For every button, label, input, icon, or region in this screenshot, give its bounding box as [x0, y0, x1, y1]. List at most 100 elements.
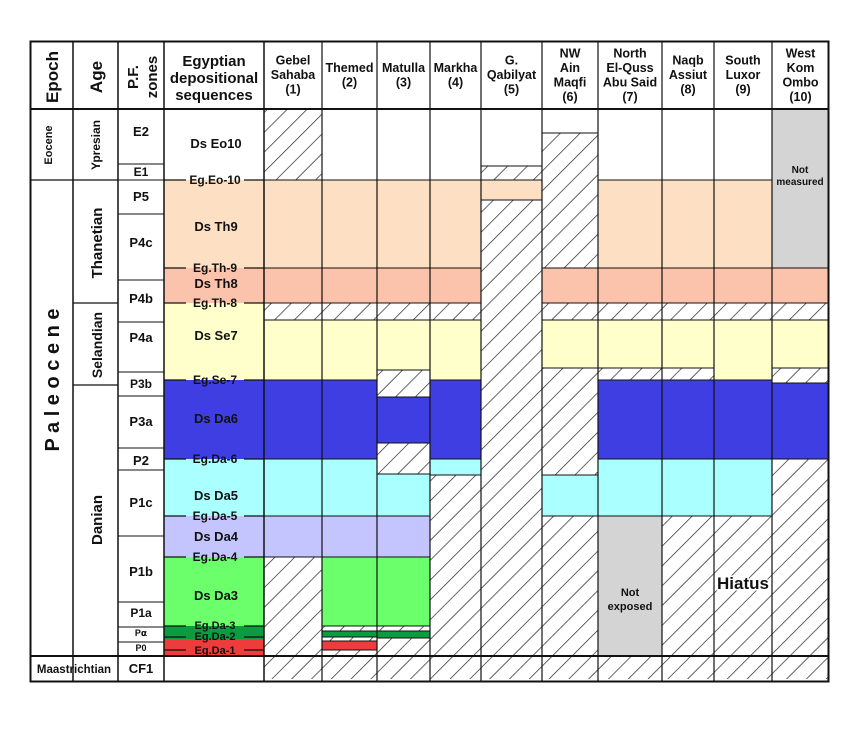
band-luxor-th8 [714, 268, 772, 303]
band-matulla-da3 [377, 557, 430, 626]
layer-fills [164, 109, 829, 679]
hiatus-matulla-da3-top [377, 626, 430, 631]
hiatus-qabilyat-lower [481, 200, 542, 679]
zone-label-p3b: P3b [130, 377, 152, 391]
boundary-label-eg-da-6: Eg.Da-6 [193, 452, 238, 466]
section-5-header-line-0: G. [505, 54, 518, 68]
hiatus-maqfi-upper [542, 133, 598, 268]
hiatus-maqfi-mid [542, 368, 598, 475]
age-danian: Danian [89, 495, 106, 545]
section-10-header-line-0: West [786, 46, 816, 60]
band-markha-th9 [430, 180, 481, 268]
band-matulla-se7 [377, 320, 430, 370]
zone-label-p⍺: P⍺ [135, 628, 147, 638]
band-ds-da3 [164, 557, 264, 626]
section-8-header-line-1: Assiut [669, 68, 708, 82]
section-2-header-line-0: Themed [326, 61, 374, 75]
hiatus-themed-base [322, 650, 377, 679]
section-7-header-line-1: El-Quss [606, 61, 653, 75]
not-measured-label-line-0: Not [792, 165, 809, 176]
hiatus-themed-se [322, 303, 377, 320]
zone-label-cf1: CF1 [129, 661, 154, 676]
band-quss-th9 [598, 180, 662, 268]
section-10-header-line-1: Kom [787, 61, 815, 75]
hiatus-matulla-base [377, 638, 430, 679]
header-age: Age [87, 61, 106, 93]
sequence-label-ds-th8: Ds Th8 [194, 276, 237, 291]
zone-label-p1c: P1c [129, 495, 152, 510]
sequence-label-ds-se7: Ds Se7 [194, 328, 237, 343]
not-exposed-label-line-0: Not [621, 587, 640, 599]
band-themed-da5 [322, 459, 377, 516]
band-assiut-da6 [662, 380, 714, 459]
band-markha-th8 [430, 268, 481, 303]
not-exposed-label-line-1: exposed [608, 601, 653, 613]
boundary-label-eg-da-5: Eg.Da-5 [193, 509, 238, 523]
band-themed-th8 [322, 268, 377, 303]
section-1-header-line-2: (1) [285, 83, 300, 97]
zone-label-e1: E1 [134, 165, 149, 179]
band-markha-se7 [430, 320, 481, 380]
hiatus-maqfi-lower [542, 516, 598, 679]
band-matulla-th8 [377, 268, 430, 303]
hiatus-assiut-lower [662, 516, 714, 679]
band-gebel-sahaba-da5 [264, 459, 322, 516]
band-ds-da2 [164, 626, 264, 639]
band-ds-da1 [164, 639, 264, 657]
hiatus-qabilyat-top [481, 166, 542, 180]
band-themed-da6 [322, 380, 377, 459]
band-quss-th8 [598, 268, 662, 303]
band-gebel-sahaba-da6 [264, 380, 322, 459]
band-ds-se7 [164, 303, 264, 380]
band-assiut-th9 [662, 180, 714, 268]
hiatus-themed-da3-top [322, 626, 377, 631]
labels: Epoch Age P.F. zones Egyptiandepositionalseq… [37, 46, 824, 676]
sequence-label-ds-da4: Ds Da4 [194, 529, 239, 544]
zone-label-p0: P0 [135, 643, 146, 653]
band-matulla-da2 [377, 631, 430, 638]
zone-label-p2: P2 [133, 453, 149, 468]
hiatus-gebel-sahaba-lower [264, 557, 322, 679]
section-4-header-line-1: (4) [448, 75, 463, 89]
band-markha-da5 [430, 459, 481, 475]
boundary-label-eg-da-2: Eg.Da-2 [195, 631, 236, 643]
epoch-paleocene: P a l e o c e n e [42, 308, 64, 451]
band-gebel-sahaba-th8 [264, 268, 322, 303]
section-6-header-line-2: Maqfi [554, 75, 587, 89]
band-quss-da5 [598, 459, 662, 516]
hiatus-luxor-se [714, 303, 772, 320]
not-measured-block [772, 109, 829, 268]
zone-label-p4c: P4c [129, 235, 152, 250]
band-themed-da1 [322, 641, 377, 650]
sequence-label-ds-da5: Ds Da5 [194, 488, 238, 503]
zone-label-p4b: P4b [129, 291, 153, 306]
header-pf: P.F. [125, 65, 142, 89]
section-8-header-line-2: (8) [680, 83, 695, 97]
band-luxor-da5 [714, 459, 772, 516]
hiatus-quss-base [598, 656, 662, 679]
hiatus-kom-ombo-lower [772, 459, 829, 679]
zone-label-p1b: P1b [129, 564, 153, 579]
hiatus-matulla-p2 [377, 443, 430, 474]
zone-label-p3a: P3a [129, 414, 153, 429]
age-thanetian: Thanetian [89, 208, 106, 279]
section-9-header-line-0: South [725, 54, 760, 68]
not-measured-label-line-1: measured [776, 177, 823, 188]
header-sequences-line-2: sequences [175, 87, 253, 104]
band-luxor-da6 [714, 380, 772, 459]
section-5-header-line-1: Qabilyat [487, 68, 537, 82]
section-6-header-line-3: (6) [562, 90, 577, 104]
band-assiut-th8 [662, 268, 714, 303]
band-matulla-da6 [377, 397, 430, 443]
band-assiut-da5 [662, 459, 714, 516]
band-kom-ombo-da6 [772, 383, 829, 459]
hiatus-assiut-se [662, 303, 714, 320]
sequence-label-ds-da3: Ds Da3 [194, 588, 238, 603]
section-6-header-line-1: Ain [560, 61, 580, 75]
boundary-label-eg-th-9: Eg.Th-9 [193, 261, 237, 275]
hiatus-maqfi-se [542, 303, 598, 320]
grid-lines [29, 40, 830, 683]
header-sequences-line-1: depositional [170, 70, 258, 87]
